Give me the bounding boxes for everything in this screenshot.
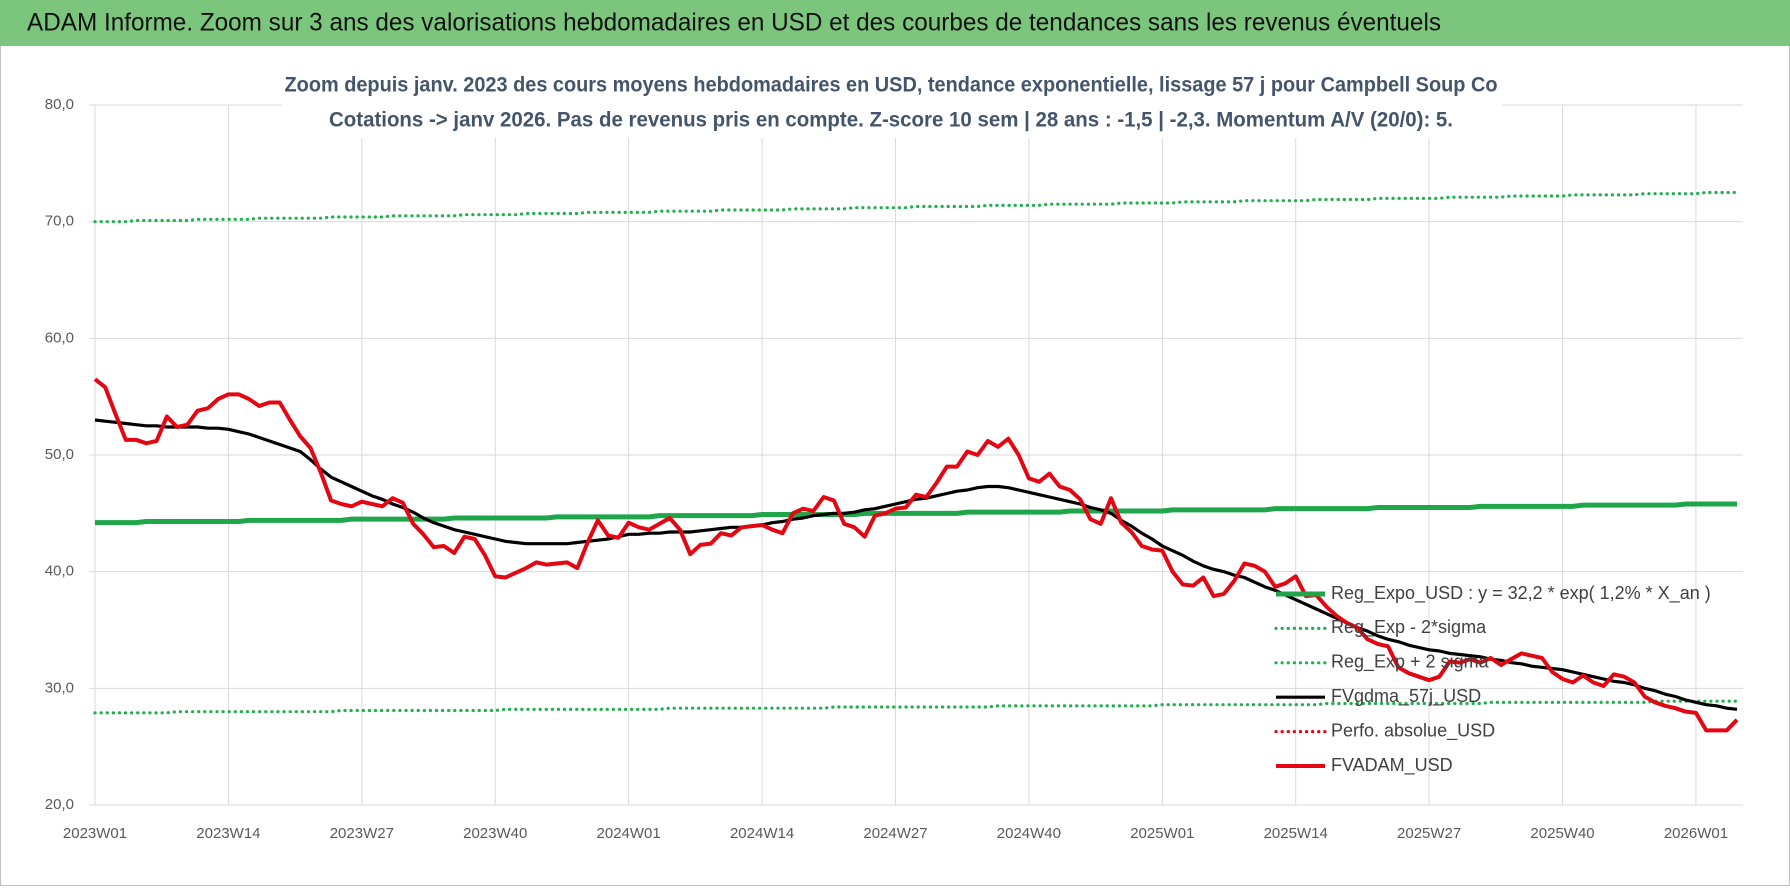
y-tick-label: 20,0 [45, 796, 74, 813]
legend: Reg_Expo_USD : y = 32,2 * exp( 1,2% * X_… [1274, 583, 1711, 776]
x-tick-label: 2023W14 [196, 825, 260, 842]
x-tick-label: 2026W01 [1664, 825, 1728, 842]
chart-subtitle: Cotations -> janv 2026. Pas de revenus p… [329, 109, 1453, 132]
x-tick-label: 2025W01 [1130, 825, 1194, 842]
series-line [95, 501, 1737, 526]
x-tick-label: 2024W27 [863, 825, 927, 842]
x-tick-label: 2023W27 [330, 825, 394, 842]
title-box [282, 68, 1502, 138]
x-tick-label: 2025W40 [1530, 825, 1594, 842]
x-tick-label: 2023W01 [63, 825, 127, 842]
y-tick-label: 50,0 [45, 446, 74, 463]
legend-label: FVADAM_USD [1331, 755, 1453, 776]
series-line [94, 418, 1738, 711]
x-tick-label: 2024W40 [997, 825, 1061, 842]
plot-area: 20,0 30,0 40,0 50,0 60,0 70,0 80,0 2023W01 2023W… [45, 96, 1743, 842]
legend-label: FVgdma_57j_USD [1331, 686, 1481, 707]
legend-label: Reg_Expo_USD : y = 32,2 * exp( 1,2% * X_… [1331, 583, 1711, 604]
y-tick-label: 30,0 [45, 679, 74, 696]
series-line [93, 190, 1739, 224]
x-tick-label: 2023W40 [463, 825, 527, 842]
header-title: ADAM Informe. Zoom sur 3 ans des valoris… [27, 9, 1441, 37]
chart-title: Zoom depuis janv. 2023 des cours moyens … [285, 74, 1498, 97]
y-tick-label: 40,0 [45, 563, 74, 580]
series-line [93, 699, 1739, 715]
y-tick-label: 70,0 [45, 213, 74, 230]
y-tick-label: 60,0 [45, 329, 74, 346]
legend-label: Reg_Exp + 2 sigma [1331, 652, 1490, 673]
x-tick-label: 2024W14 [730, 825, 794, 842]
x-tick-label: 2025W27 [1397, 825, 1461, 842]
legend-label: Reg_Exp - 2*sigma [1331, 617, 1487, 638]
x-tick-label: 2025W14 [1264, 825, 1328, 842]
header-bar [0, 0, 1790, 46]
x-tick-label: 2024W01 [597, 825, 661, 842]
series-line [93, 377, 1739, 733]
legend-label: Perfo. absolue_USD [1331, 720, 1495, 741]
y-tick-label: 80,0 [45, 96, 74, 113]
